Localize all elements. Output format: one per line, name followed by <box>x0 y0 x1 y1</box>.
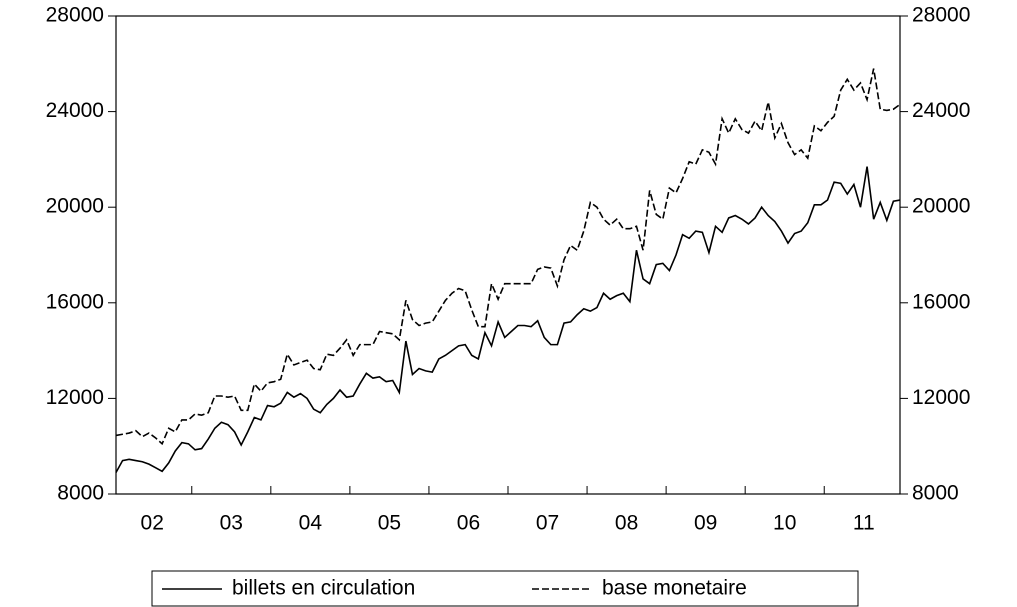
y2-tick-label: 12000 <box>912 386 970 409</box>
series-line <box>115 166 901 473</box>
x-tick-label: 03 <box>220 512 243 535</box>
x-tick-label: 07 <box>536 512 559 535</box>
x-tick-label: 05 <box>378 512 401 535</box>
plot-frame <box>115 15 901 495</box>
x-tick-label: 11 <box>853 512 875 535</box>
y2-tick-label: 20000 <box>912 195 970 218</box>
y2-tick-label: 8000 <box>912 482 959 505</box>
series-line <box>115 68 901 446</box>
x-tick-label: 09 <box>694 512 717 535</box>
legend-label: base monetaire <box>602 577 747 600</box>
y-tick-label: 28000 <box>46 4 104 27</box>
x-tick-label: 06 <box>457 512 480 535</box>
y2-tick-label: 24000 <box>912 99 970 122</box>
x-tick-label: 04 <box>299 512 323 535</box>
y-tick-label: 16000 <box>46 290 104 313</box>
y2-tick-label: 16000 <box>912 290 970 313</box>
y2-tick-label: 28000 <box>912 4 970 27</box>
y-tick-label: 12000 <box>46 386 104 409</box>
x-tick-label: 10 <box>773 512 796 535</box>
x-tick-label: 02 <box>141 512 164 535</box>
y-tick-label: 20000 <box>46 195 104 218</box>
y-tick-label: 8000 <box>57 482 104 505</box>
x-tick-label: 08 <box>615 512 638 535</box>
legend-label: billets en circulation <box>232 577 415 600</box>
legend-box <box>151 570 859 607</box>
y-tick-label: 24000 <box>46 99 104 122</box>
